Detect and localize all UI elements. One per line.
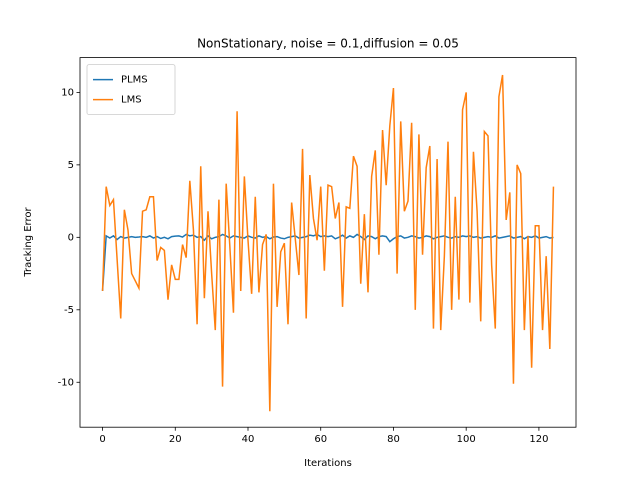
x-tick-label: 120: [529, 434, 548, 445]
x-axis-label: Iterations: [304, 458, 352, 469]
x-tick-label: 80: [387, 434, 400, 445]
x-tick-label: 0: [99, 434, 105, 445]
y-tick-label: 5: [68, 160, 74, 171]
x-tick-label: 100: [457, 434, 476, 445]
y-tick-label: 10: [61, 87, 74, 98]
line-series: [101, 74, 555, 412]
legend-label: PLMS: [121, 75, 148, 86]
chart-title: NonStationary, noise = 0.1,diffusion = 0…: [197, 37, 459, 51]
x-tick-label: 40: [242, 434, 255, 445]
legend-box: [86, 64, 176, 115]
y-tick-label: 0: [68, 232, 74, 243]
legend-label: LMS: [121, 95, 142, 106]
y-tick-label: -10: [58, 377, 74, 388]
y-tick-label: -5: [64, 305, 74, 316]
x-tick-label: 20: [169, 434, 182, 445]
plot-frame: [79, 57, 577, 428]
y-axis-label: Tracking Error: [23, 207, 34, 278]
x-tick-label: 60: [314, 434, 327, 445]
